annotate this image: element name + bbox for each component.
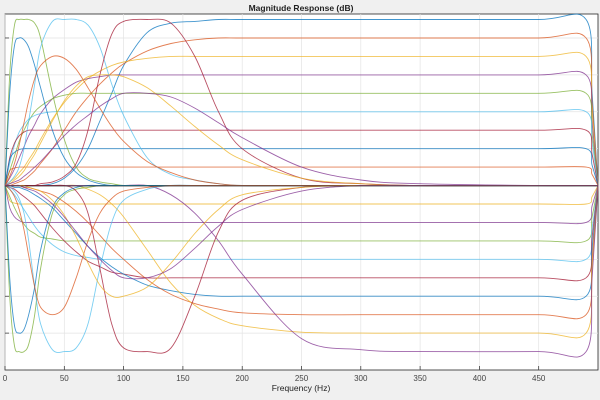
x-tick-label: 400 [473, 374, 487, 383]
x-tick-label: 250 [295, 374, 309, 383]
series-line [4, 184, 599, 320]
x-tick-label: 50 [60, 374, 69, 383]
series-line [4, 147, 599, 186]
series-line [4, 51, 599, 186]
x-tick-label: 0 [3, 374, 8, 383]
series-line [4, 185, 599, 205]
series-line [4, 89, 599, 186]
series-line [4, 166, 599, 186]
x-tick-label: 300 [354, 374, 368, 383]
series-line [4, 32, 599, 187]
series-line [4, 185, 599, 244]
series-line [4, 127, 599, 186]
series-line [4, 92, 598, 187]
series-line [4, 109, 599, 186]
x-tick-label: 150 [176, 374, 190, 383]
series-line [4, 185, 599, 263]
x-tick-labels: 0 50 100 150 200 250 300 350 400 450 [3, 374, 546, 383]
x-tick-label: 450 [532, 374, 546, 383]
series-line [4, 184, 598, 280]
x-tick-label: 350 [413, 374, 427, 383]
x-tick-label: 200 [236, 374, 250, 383]
x-axis-label: Frequency (Hz) [272, 383, 331, 393]
series-line [4, 184, 599, 301]
chart-title: Magnitude Response (dB) [249, 3, 354, 13]
series-line [4, 185, 599, 282]
x-tick-label: 100 [117, 374, 131, 383]
